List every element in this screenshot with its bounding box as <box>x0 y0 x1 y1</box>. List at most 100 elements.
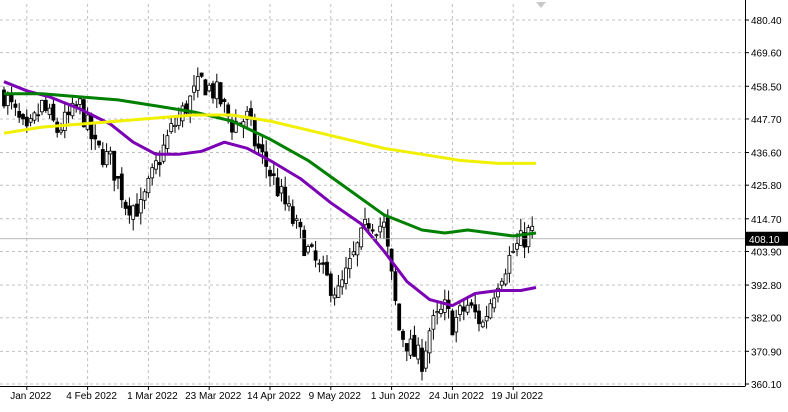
x-tick-label: Jan 2022 <box>10 391 52 402</box>
scroll-marker-icon[interactable] <box>536 2 546 8</box>
candle-body-up <box>214 81 219 100</box>
candle-body-down <box>283 186 288 205</box>
candle-body-up <box>104 151 109 166</box>
candle-body-down <box>127 205 132 216</box>
candle-body-down <box>43 99 48 111</box>
candle-body-up <box>511 250 516 253</box>
candle-body-up <box>484 316 489 322</box>
candle-body-down <box>51 103 56 121</box>
candle-body-up <box>442 299 447 313</box>
candle-body-up <box>515 243 519 250</box>
candle-body-up <box>351 251 356 256</box>
candle-body-down <box>522 232 527 248</box>
candle-body-up <box>416 344 421 360</box>
candle-body-down <box>366 223 371 229</box>
candle-body-up <box>195 76 200 91</box>
candle-body-up <box>359 227 364 248</box>
y-tick-label: 403.90 <box>751 247 782 258</box>
candle-body-up <box>245 110 250 120</box>
candle-body-down <box>97 140 101 146</box>
candle-body-up <box>233 120 238 133</box>
candle-body-down <box>477 310 481 325</box>
candle-body-up <box>427 330 432 354</box>
candle-body-up <box>28 118 33 123</box>
candle-body-down <box>119 173 124 201</box>
candle-body-up <box>192 85 196 93</box>
candle-body-up <box>492 297 497 309</box>
candle-body-up <box>480 321 485 328</box>
candle-body-down <box>325 261 329 276</box>
candle-body-up <box>431 315 436 330</box>
y-tick-label: 370.90 <box>751 347 782 358</box>
y-tick-label: 425.80 <box>751 181 782 192</box>
candle-body-down <box>290 206 295 224</box>
candle-body-up <box>458 305 462 315</box>
candle-body-down <box>321 262 326 265</box>
candle-body-down <box>36 114 41 117</box>
candle-body-down <box>66 111 71 116</box>
y-tick-label: 392.80 <box>751 281 782 292</box>
candle-body-down <box>302 229 307 257</box>
axes <box>0 0 746 387</box>
candle-body-up <box>382 221 386 228</box>
candle-body-down <box>393 271 398 301</box>
x-tick-label: 24 Jun 2022 <box>429 391 484 402</box>
candle-body-up <box>138 199 143 214</box>
candle-body-up <box>294 218 299 221</box>
candle-body-up <box>439 308 443 314</box>
x-tick-label: 19 Jul 2022 <box>491 391 543 402</box>
candle-body-down <box>9 94 14 103</box>
candle-body-down <box>218 82 223 105</box>
candle-body-up <box>374 234 379 237</box>
x-tick-label: 1 Jun 2022 <box>371 391 421 402</box>
candle-body-down <box>268 169 272 177</box>
candle-body-up <box>108 150 113 155</box>
candle-body-down <box>450 310 455 336</box>
x-tick-label: 14 Apr 2022 <box>247 391 301 402</box>
moving-average-line-3 <box>3 113 536 165</box>
candle-body-up <box>180 105 185 122</box>
candle-body-up <box>59 129 63 133</box>
candle-body-up <box>378 225 383 233</box>
x-tick-label: 9 May 2022 <box>309 391 362 402</box>
candle-body-up <box>142 191 147 201</box>
candle-body-down <box>123 201 128 209</box>
candle-body-down <box>211 83 215 99</box>
y-tick-label: 447.70 <box>751 115 782 126</box>
y-tick-label: 360.10 <box>751 380 782 391</box>
candle-body-up <box>317 262 322 265</box>
candle-body-down <box>13 103 18 108</box>
candle-body-down <box>309 244 314 247</box>
candle-body-down <box>93 134 98 140</box>
candle-body-down <box>222 99 227 102</box>
candle-body-up <box>355 242 360 256</box>
candle-body-down <box>260 144 265 153</box>
candle-body-up <box>435 311 440 314</box>
candle-body-up <box>40 99 44 113</box>
candle-body-up <box>146 177 151 194</box>
y-tick-label: 480.40 <box>751 16 782 27</box>
candle-body-up <box>340 279 345 288</box>
candle-body-up <box>47 107 52 115</box>
candle-body-down <box>135 203 139 217</box>
candle-body-up <box>306 246 310 253</box>
candle-body-down <box>199 72 204 77</box>
candle-body-up <box>173 124 177 127</box>
candle-body-up <box>62 111 67 131</box>
moving-average-line-1 <box>3 80 537 308</box>
y-tick-label: 436.60 <box>751 149 782 160</box>
y-tick-label: 458.50 <box>751 82 782 93</box>
candle-body-down <box>420 347 424 372</box>
moving-average-lines <box>0 80 745 308</box>
candle-body-up <box>32 112 37 121</box>
candle-body-down <box>275 177 280 197</box>
candle-body-down <box>401 330 405 340</box>
candle-body-down <box>21 114 25 120</box>
candle-body-up <box>176 116 181 126</box>
candle-body-down <box>412 334 417 357</box>
candle-body-up <box>499 280 504 286</box>
candle-body-up <box>518 230 523 246</box>
y-tick-label: 469.60 <box>751 49 782 60</box>
candle-body-up <box>150 167 155 179</box>
